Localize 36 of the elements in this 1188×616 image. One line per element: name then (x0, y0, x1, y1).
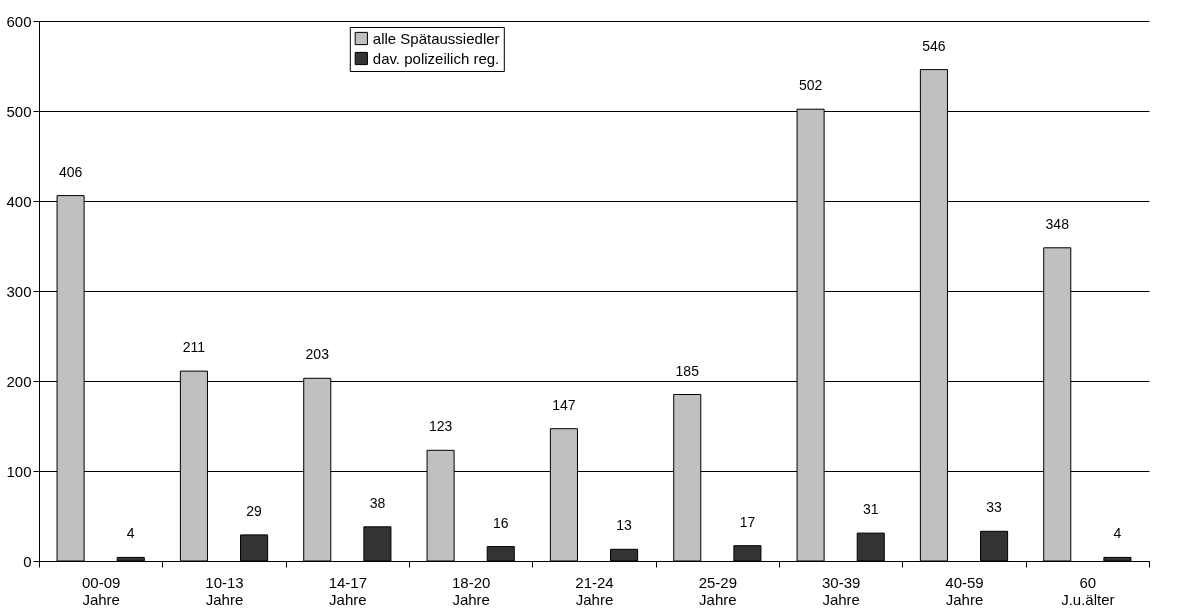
y-tick-label: 200 (6, 372, 32, 390)
y-tick-label: 500 (6, 102, 32, 120)
data-label: 546 (922, 37, 946, 54)
data-label: 4 (126, 525, 135, 542)
x-tick-label: 00-09 Jahre (81, 573, 121, 608)
x-tick-label: 60 J.u.älter (1061, 573, 1115, 608)
data-label: 123 (428, 418, 453, 435)
data-label: 185 (675, 362, 700, 379)
x-tick-label: 14-17 Jahre (328, 573, 368, 608)
data-label: 31 (862, 501, 879, 518)
x-tick-label: 25-29 Jahre (698, 573, 738, 608)
y-tick-label: 100 (6, 462, 32, 480)
data-label: 29 (246, 502, 263, 519)
data-label: 211 (182, 339, 206, 356)
legend-label: alle Spätaussiedler (372, 29, 500, 47)
x-tick-label: 18-20 Jahre (451, 573, 491, 608)
data-label: 16 (492, 514, 509, 531)
y-tick-label: 400 (6, 192, 32, 210)
data-label: 502 (798, 77, 823, 94)
x-tick-label: 21-24 Jahre (575, 573, 614, 608)
legend-label: dav. polizeilich reg. (372, 49, 500, 67)
data-label: 406 (58, 163, 83, 180)
data-label: 203 (305, 346, 330, 363)
data-label: 13 (616, 517, 633, 534)
data-label: 33 (986, 499, 1003, 516)
x-tick-label: 10-13 Jahre (205, 573, 244, 608)
y-tick-label: 0 (23, 552, 32, 570)
y-tick-label: 600 (6, 12, 32, 30)
data-label: 4 (1113, 525, 1122, 542)
data-label: 348 (1045, 215, 1070, 232)
data-label: 147 (552, 396, 576, 413)
x-tick-label: 30-39 Jahre (821, 573, 861, 608)
x-tick-label: 40-59 Jahre (945, 573, 984, 608)
data-label: 38 (369, 494, 386, 511)
y-tick-label: 300 (6, 282, 32, 300)
data-label: 17 (739, 513, 756, 530)
